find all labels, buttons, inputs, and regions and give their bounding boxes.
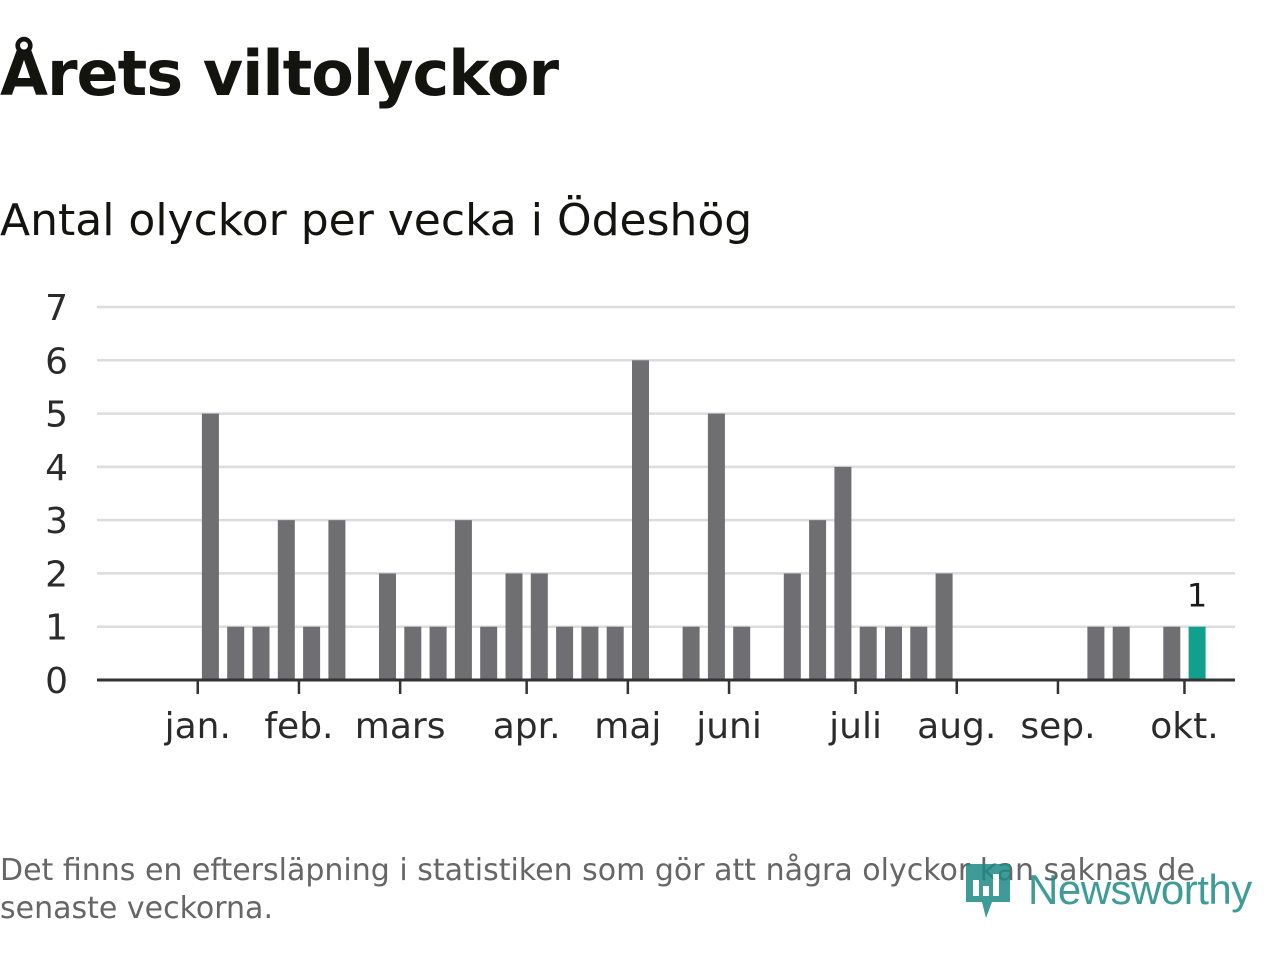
bar	[252, 626, 270, 680]
x-tick-label: feb.	[264, 706, 333, 747]
bar	[404, 626, 422, 680]
newsworthy-logo[interactable]: Newsworthy	[962, 858, 1252, 922]
chart-subtitle: Antal olyckor per vecka i Ödeshög	[0, 195, 753, 246]
newsworthy-logo-icon	[966, 864, 1010, 918]
y-tick-label: 2	[45, 554, 68, 595]
bar	[783, 573, 801, 680]
bar	[1163, 626, 1181, 680]
bar	[885, 626, 902, 680]
bar	[935, 573, 953, 680]
bar	[910, 626, 928, 680]
bar	[581, 626, 599, 680]
bar	[277, 520, 295, 680]
x-tick-label: aug.	[917, 706, 996, 747]
bar	[1112, 626, 1130, 680]
x-tick-label: okt.	[1150, 706, 1218, 747]
bar	[201, 413, 219, 680]
bar	[632, 360, 649, 680]
y-tick-label: 5	[45, 395, 68, 436]
brand-name: Newsworthy	[1028, 866, 1252, 913]
data-label: 1	[1187, 577, 1207, 615]
bar	[809, 520, 827, 680]
gridlines	[97, 305, 1235, 628]
data-labels: 1	[1187, 577, 1207, 615]
x-tick-label: maj	[594, 706, 661, 747]
bar	[328, 520, 346, 680]
bar	[530, 573, 548, 680]
x-tick-label: juni	[695, 706, 762, 747]
y-tick-label: 6	[45, 341, 68, 382]
bar	[707, 413, 725, 680]
x-tick-label: apr.	[493, 706, 561, 747]
bar-highlight	[1188, 626, 1206, 680]
bar	[834, 466, 852, 680]
bars	[201, 360, 1206, 680]
y-tick-label: 0	[45, 661, 68, 702]
bar-chart: 0 1 2 3 4 5 6 7 jan. feb. mars apr. maj juni juli aug.…	[45, 288, 1235, 747]
y-axis-ticks: 0 1 2 3 4 5 6 7	[45, 288, 68, 702]
bar	[1087, 626, 1105, 680]
bar	[480, 626, 498, 680]
bar	[429, 626, 447, 680]
bar	[556, 626, 574, 680]
y-tick-label: 1	[45, 608, 68, 649]
bar	[733, 626, 751, 680]
bar	[454, 520, 472, 680]
bar	[682, 626, 700, 680]
bar	[227, 626, 245, 680]
bar	[859, 626, 877, 680]
x-tick-label: jan.	[164, 706, 231, 747]
bar	[505, 573, 523, 680]
chart-title: Årets viltolyckor	[0, 37, 559, 110]
bar	[379, 573, 396, 680]
x-axis: jan. feb. mars apr. maj juni juli aug. sep. okt.	[97, 678, 1235, 747]
y-tick-label: 7	[45, 288, 68, 329]
x-tick-label: juli	[828, 706, 882, 747]
y-tick-label: 3	[45, 501, 68, 542]
x-tick-label: sep.	[1020, 706, 1095, 747]
bar	[303, 626, 321, 680]
x-tick-label: mars	[355, 706, 446, 747]
y-tick-label: 4	[45, 448, 68, 489]
bar	[606, 626, 624, 680]
